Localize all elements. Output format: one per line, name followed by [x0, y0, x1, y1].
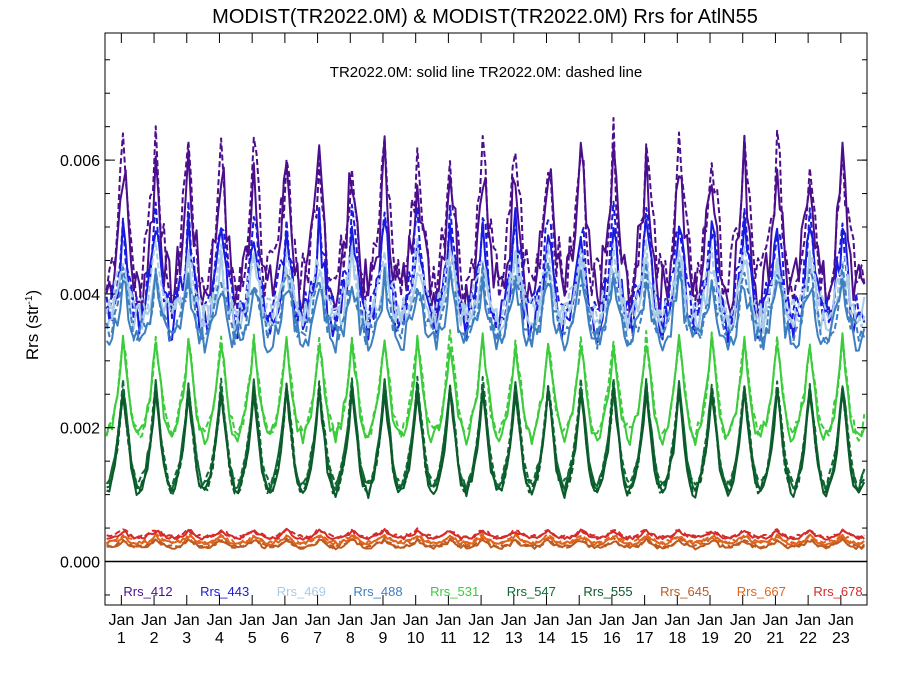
x-tick-month-label: Jan — [141, 612, 167, 629]
x-tick-year-label: 16 — [603, 630, 621, 647]
x-tick-year-label: 14 — [538, 630, 556, 647]
legend-entry-rrs-547: Rrs_547 — [507, 584, 556, 599]
x-tick-month-label: Jan — [828, 612, 854, 629]
x-tick-month-label: Jan — [174, 612, 200, 629]
series-line-rrs-645-dashed — [106, 536, 866, 550]
x-tick-month-label: Jan — [501, 612, 527, 629]
y-tick-label: 0.006 — [60, 153, 100, 170]
x-tick-month-label: Jan — [239, 612, 265, 629]
x-tick-year-label: 23 — [832, 630, 850, 647]
series-line-rrs-469-dashed — [105, 237, 866, 331]
x-tick-month-label: Jan — [305, 612, 331, 629]
x-tick-month-label: Jan — [664, 612, 690, 629]
x-tick-year-label: 8 — [346, 630, 355, 647]
legend-entry-rrs-645: Rrs_645 — [660, 584, 709, 599]
x-tick-year-label: 7 — [313, 630, 322, 647]
legend-entry-rrs-443: Rrs_443 — [200, 584, 249, 599]
legend-entry-rrs-469: Rrs_469 — [277, 584, 326, 599]
x-tick-month-label: Jan — [763, 612, 789, 629]
x-tick-year-label: 12 — [472, 630, 490, 647]
x-tick-month-label: Jan — [534, 612, 560, 629]
x-tick-month-label: Jan — [566, 612, 592, 629]
y-tick-label: 0.000 — [60, 555, 100, 572]
x-tick-year-label: 15 — [570, 630, 588, 647]
x-tick-year-label: 11 — [440, 630, 457, 647]
x-tick-month-label: Jan — [337, 612, 363, 629]
y-tick-label: 0.002 — [60, 421, 100, 438]
series-line-rrs-678-dashed — [106, 527, 865, 541]
x-tick-month-label: Jan — [599, 612, 625, 629]
x-tick-year-label: 20 — [734, 630, 752, 647]
x-tick-year-label: 5 — [248, 630, 257, 647]
chart-subtitle: TR2022.0M: solid line TR2022.0M: dashed … — [330, 64, 642, 81]
legend-entry-rrs-678: Rrs_678 — [813, 584, 862, 599]
series-line-rrs-488-dashed — [105, 261, 866, 350]
x-tick-year-label: 18 — [668, 630, 686, 647]
x-tick-year-label: 19 — [701, 630, 719, 647]
x-tick-month-label: Jan — [697, 612, 723, 629]
legend-entry-rrs-531: Rrs_531 — [430, 584, 479, 599]
series-line-rrs-645-solid — [106, 537, 865, 551]
x-tick-year-label: 2 — [150, 630, 159, 647]
x-tick-month-label: Jan — [795, 612, 821, 629]
legend-entry-rrs-488: Rrs_488 — [353, 584, 402, 599]
x-tick-month-label: Jan — [207, 612, 233, 629]
x-tick-year-label: 10 — [407, 630, 425, 647]
x-tick-year-label: 9 — [379, 630, 388, 647]
y-axis-label: Rrs (str-1) — [23, 290, 42, 360]
series-line-rrs-531-dashed — [105, 329, 866, 443]
x-tick-year-label: 17 — [636, 630, 654, 647]
x-tick-year-label: 22 — [799, 630, 817, 647]
y-tick-label: 0.004 — [60, 287, 100, 304]
x-tick-year-label: 21 — [767, 630, 785, 647]
series-line-rrs-667-dashed — [105, 532, 865, 546]
legend-entry-rrs-667: Rrs_667 — [737, 584, 786, 599]
series-line-rrs-555-dashed — [106, 382, 866, 497]
x-tick-year-label: 3 — [182, 630, 191, 647]
series-line-rrs-412-dashed — [105, 117, 866, 312]
legend-entry-rrs-412: Rrs_412 — [123, 584, 172, 599]
x-tick-month-label: Jan — [730, 612, 756, 629]
x-tick-month-label: Jan — [108, 612, 134, 629]
x-tick-year-label: 6 — [280, 630, 289, 647]
x-tick-year-label: 4 — [215, 630, 224, 647]
x-tick-year-label: 13 — [505, 630, 523, 647]
x-tick-month-label: Jan — [435, 612, 461, 629]
x-tick-year-label: 1 — [117, 630, 126, 647]
x-tick-month-label: Jan — [632, 612, 658, 629]
plot-frame — [104, 32, 868, 606]
legend-entry-rrs-555: Rrs_555 — [583, 584, 632, 599]
chart-title: MODIST(TR2022.0M) & MODIST(TR2022.0M) Rr… — [212, 6, 758, 28]
x-tick-month-label: Jan — [370, 612, 396, 629]
x-tick-month-label: Jan — [272, 612, 298, 629]
x-tick-month-label: Jan — [468, 612, 494, 629]
x-tick-month-label: Jan — [403, 612, 429, 629]
